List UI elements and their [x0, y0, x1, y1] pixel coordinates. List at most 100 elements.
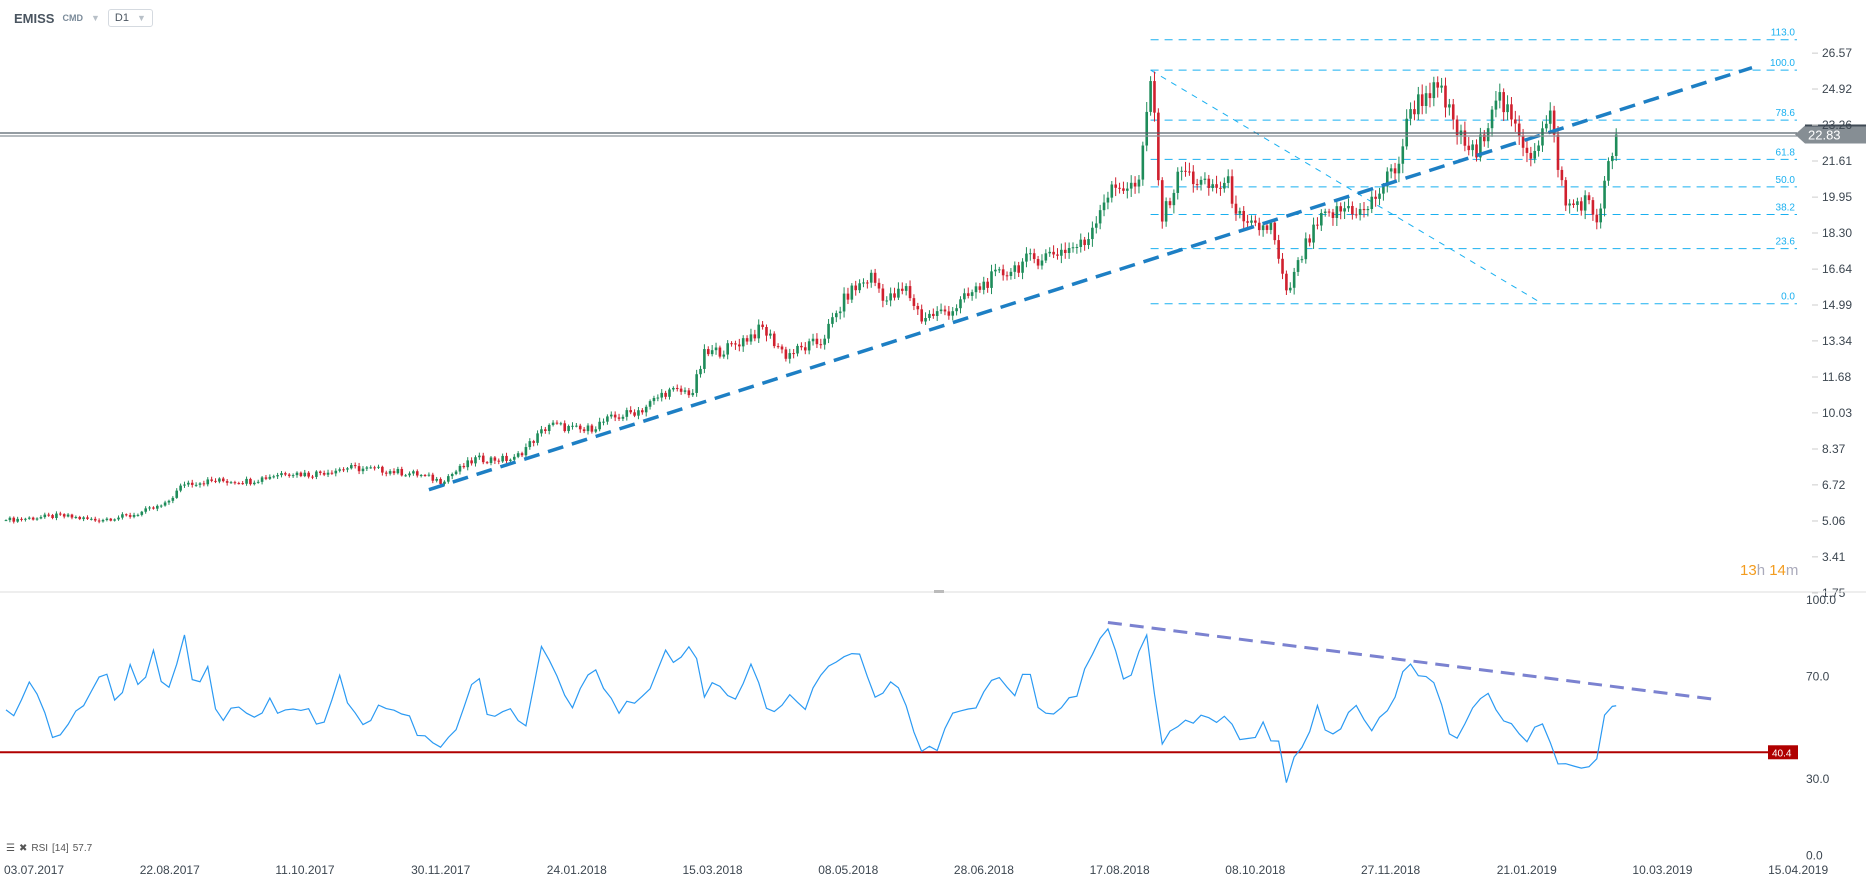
candle-up	[1021, 258, 1024, 280]
candle-body	[706, 349, 710, 355]
candle-body	[866, 282, 869, 284]
candle-down	[381, 465, 384, 476]
candle-body	[497, 460, 501, 462]
candle-down	[190, 479, 194, 488]
candle-body	[4, 520, 8, 522]
candle-body	[512, 456, 516, 460]
candle-up	[206, 477, 210, 487]
candle-body	[408, 473, 411, 476]
candle-up	[831, 312, 834, 328]
candle-body	[187, 482, 190, 485]
candle-up	[652, 395, 656, 405]
candle-up	[280, 470, 283, 478]
candle-body	[202, 483, 206, 485]
candle-body	[97, 520, 101, 522]
candle-down	[664, 390, 667, 400]
candle-body	[656, 397, 660, 399]
settings-icon[interactable]: ☰	[6, 843, 15, 854]
candle-up	[501, 453, 504, 463]
candle-up	[163, 500, 167, 507]
candle-body	[105, 518, 109, 520]
candle-up	[132, 512, 136, 519]
candle-body	[869, 272, 873, 283]
candle-up	[838, 306, 842, 320]
candle-up	[1126, 182, 1129, 199]
y-tick-label: 14.99	[1822, 298, 1852, 312]
candle-body	[346, 468, 349, 470]
candle-up	[1176, 167, 1180, 200]
candle-up	[997, 266, 1001, 273]
candle-up	[644, 404, 648, 417]
candle-down	[1277, 234, 1280, 264]
candle-body	[1207, 178, 1211, 188]
candle-body	[920, 309, 923, 322]
candle-body	[943, 309, 947, 312]
candle-body	[691, 392, 695, 396]
candle-body	[260, 477, 264, 482]
candle-down	[679, 385, 683, 395]
candle-up	[862, 278, 865, 288]
candle-up	[722, 350, 726, 359]
candle-body	[66, 514, 70, 517]
candle-body	[1114, 184, 1117, 188]
candle-down	[1036, 255, 1040, 270]
candle-down	[1529, 146, 1533, 167]
candle-body	[1533, 150, 1537, 159]
candle-body	[253, 482, 256, 485]
candle-up	[660, 389, 664, 402]
candle-down	[1475, 139, 1478, 162]
market-dropdown-chevron-icon[interactable]: ▼	[90, 13, 100, 23]
candle-down	[1525, 140, 1529, 163]
candle-down	[780, 344, 784, 354]
candle-body	[1510, 104, 1513, 120]
candle-up	[175, 488, 179, 499]
candle-body	[478, 455, 481, 458]
candle-body	[1440, 85, 1443, 88]
candle-body	[156, 505, 159, 509]
candle-body	[1521, 135, 1525, 148]
candle-up	[1060, 243, 1063, 264]
candle-up	[167, 499, 171, 505]
candle-body	[303, 472, 307, 477]
candle-body	[1494, 100, 1498, 110]
candle-body	[1432, 82, 1436, 99]
candle-up	[1335, 198, 1339, 227]
candle-up	[1541, 121, 1544, 152]
candle-body	[171, 497, 175, 501]
candle-down	[718, 345, 722, 359]
candle-up	[268, 474, 272, 480]
candle-up	[1358, 203, 1362, 221]
rsi-tick-label: 30.0	[1806, 772, 1830, 786]
candle-down	[128, 512, 132, 519]
candle-up	[478, 452, 481, 460]
candle-body	[1541, 128, 1544, 146]
x-tick-label: 15.03.2018	[683, 863, 743, 877]
candle-down	[877, 278, 881, 293]
candle-up	[1611, 152, 1614, 170]
candle-down	[353, 462, 357, 469]
candle-up	[951, 307, 955, 321]
candle-up	[1172, 189, 1176, 214]
candle-body	[221, 478, 225, 482]
candle-body	[144, 508, 147, 512]
fibonacci-retracement[interactable]: 113.0 100.0 78.6 61.8 50.0 38.2 23.6 0.0	[1150, 28, 1797, 305]
candle-body	[850, 285, 854, 300]
candle-down	[497, 458, 501, 465]
close-icon[interactable]: ✖	[18, 843, 28, 854]
timeframe-select[interactable]: D1 ▼	[107, 9, 153, 27]
candle-up	[575, 422, 578, 428]
candle-body	[12, 517, 16, 522]
candle-body	[295, 472, 299, 476]
candle-up	[24, 517, 27, 522]
candle-up	[699, 365, 702, 378]
candle-body	[1075, 246, 1079, 248]
instrument-header: EMISS CMD ▼ D1 ▼	[14, 9, 153, 27]
candle-body	[334, 470, 338, 474]
candle-up	[1494, 91, 1498, 118]
candle-down	[765, 324, 768, 342]
candle-body	[571, 425, 574, 427]
candle-down	[97, 518, 101, 524]
candle-body	[225, 481, 229, 483]
candle-up	[1378, 187, 1381, 206]
